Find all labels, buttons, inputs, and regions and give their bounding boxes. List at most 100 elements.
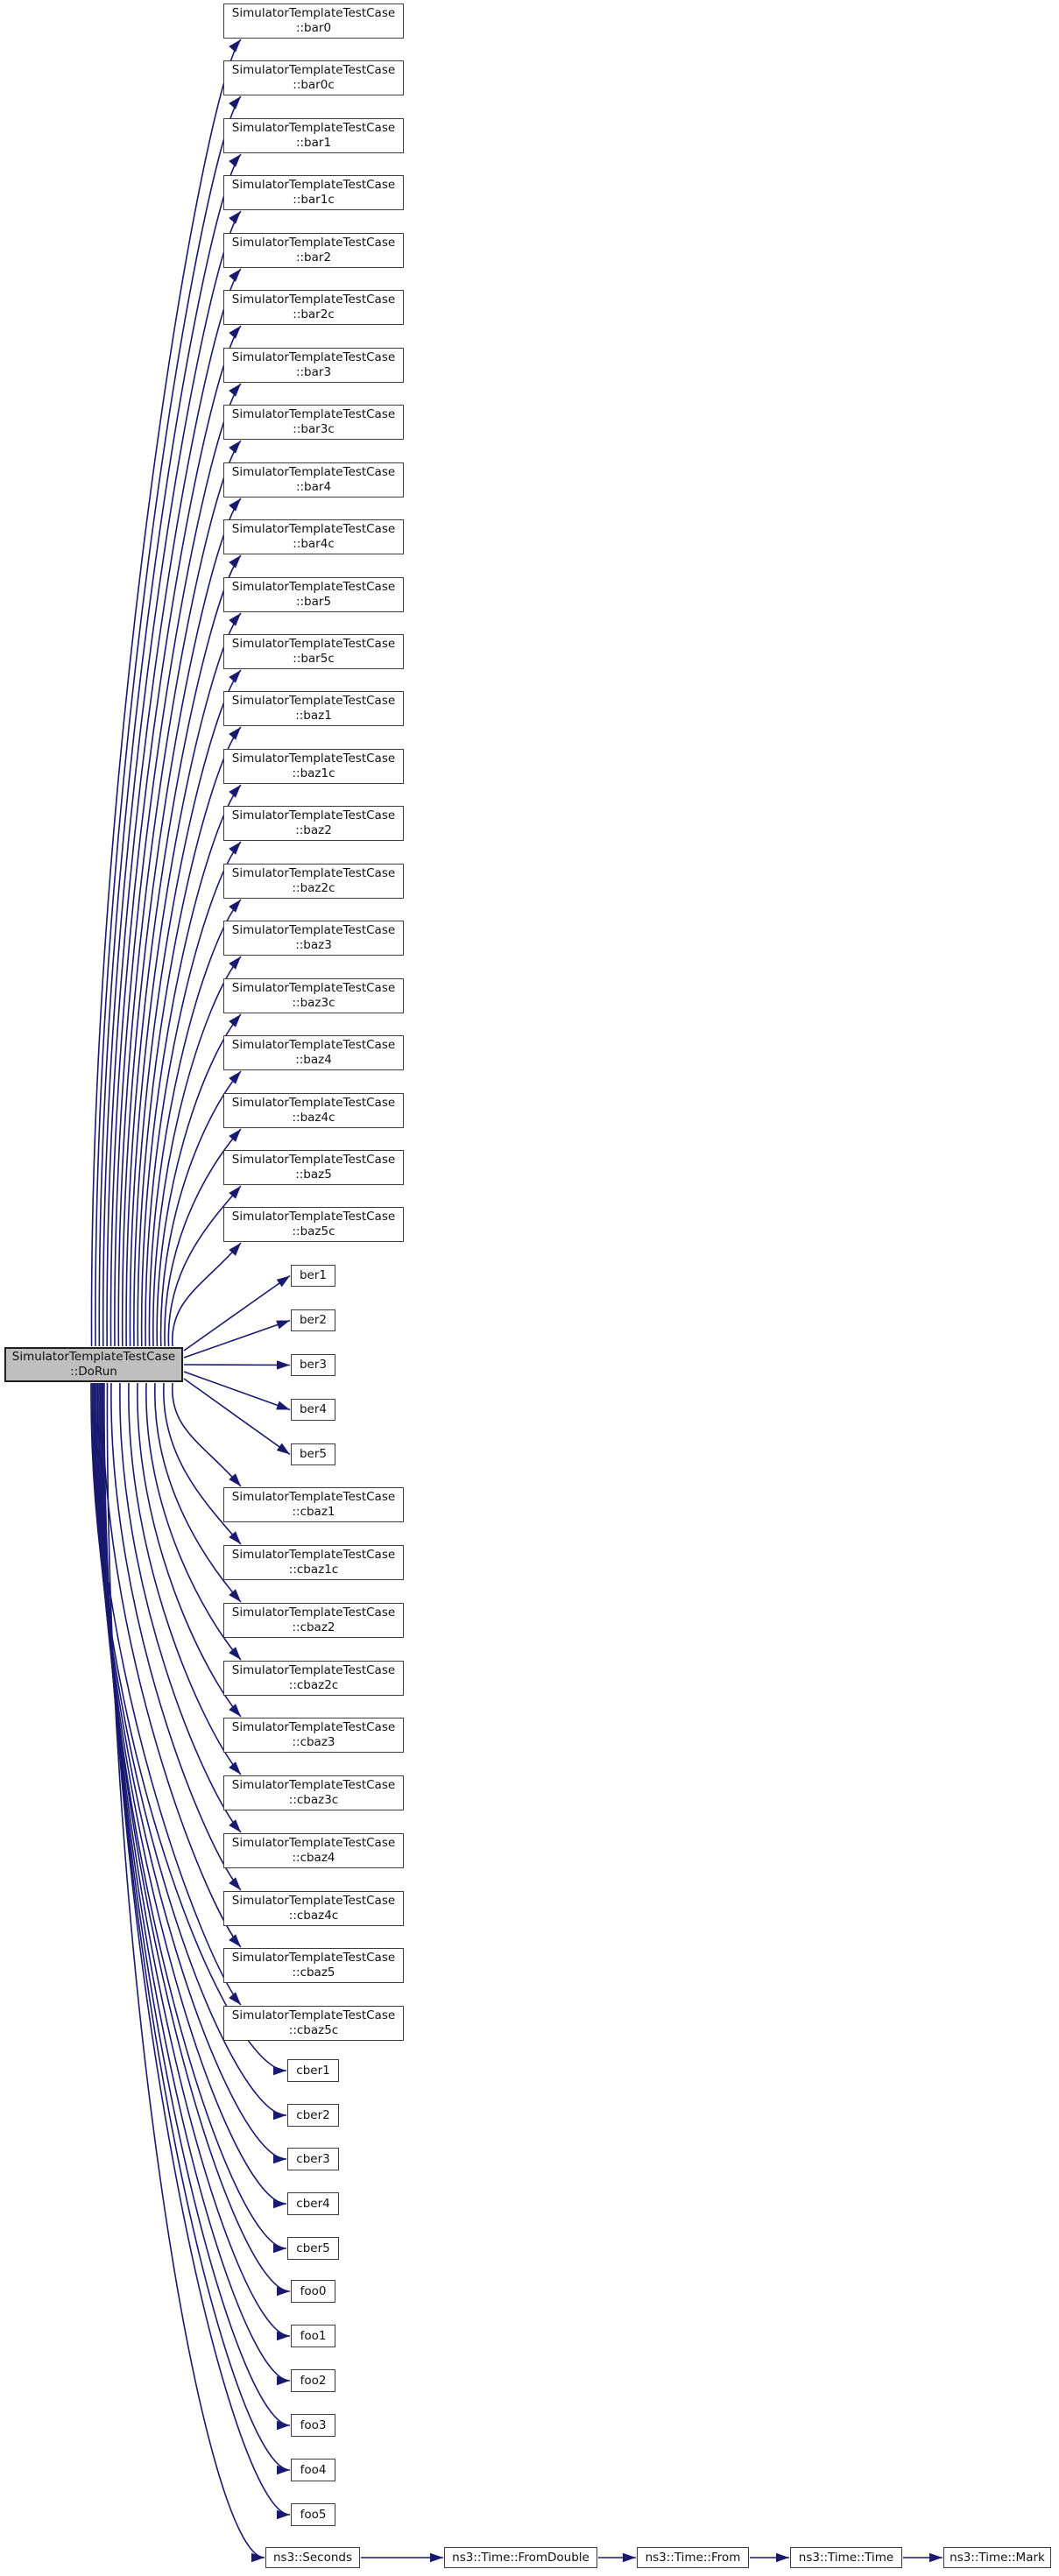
graph-node-ber1[interactable]: ber1 — [291, 1265, 335, 1287]
node-label: SimulatorTemplateTestCase — [231, 1606, 396, 1620]
graph-node-ns3--Time--Time[interactable]: ns3::Time::Time — [790, 2547, 902, 2568]
call-edge — [117, 440, 242, 1347]
graph-node-cbaz5[interactable]: SimulatorTemplateTestCase::cbaz5 — [223, 1948, 404, 1983]
graph-node-cber3[interactable]: cber3 — [287, 2148, 339, 2170]
graph-node-cber2[interactable]: cber2 — [287, 2104, 339, 2127]
graph-node-ns3--Time--FromDouble[interactable]: ns3::Time::FromDouble — [444, 2547, 597, 2568]
graph-node-baz3[interactable]: SimulatorTemplateTestCase::baz3 — [223, 921, 404, 956]
graph-node-ber5[interactable]: ber5 — [291, 1443, 335, 1465]
edge-arrowhead-icon — [277, 2286, 290, 2297]
node-label: ::bar3c — [293, 422, 335, 436]
node-label: SimulatorTemplateTestCase — [231, 121, 396, 135]
graph-node-cbaz1[interactable]: SimulatorTemplateTestCase::cbaz1 — [223, 1487, 404, 1522]
node-label: ::cbaz1 — [292, 1505, 335, 1519]
edge-arrowhead-icon — [276, 1443, 290, 1455]
node-label: ::cbaz4 — [292, 1851, 335, 1865]
node-label: SimulatorTemplateTestCase — [231, 752, 396, 766]
node-label: ::baz1 — [295, 709, 332, 723]
graph-node-cbaz4c[interactable]: SimulatorTemplateTestCase::cbaz4c — [223, 1891, 404, 1926]
node-label: SimulatorTemplateTestCase — [231, 2008, 396, 2022]
edge-arrowhead-icon — [273, 2243, 286, 2254]
node-label: SimulatorTemplateTestCase — [231, 1490, 396, 1504]
graph-node-foo1[interactable]: foo1 — [291, 2325, 335, 2347]
node-label: ::cbaz3 — [292, 1735, 335, 1749]
node-label: ::bar4c — [293, 537, 335, 551]
node-label: SimulatorTemplateTestCase — [231, 407, 396, 421]
node-label: ::bar1 — [295, 136, 332, 150]
graph-node-baz4[interactable]: SimulatorTemplateTestCase::baz4 — [223, 1035, 404, 1070]
node-label: ::baz2c — [292, 881, 335, 895]
call-edge — [109, 325, 242, 1347]
graph-node-foo3[interactable]: foo3 — [291, 2414, 335, 2437]
graph-node-bar4[interactable]: SimulatorTemplateTestCase::bar4 — [223, 462, 404, 498]
graph-node-cbaz4[interactable]: SimulatorTemplateTestCase::cbaz4 — [223, 1833, 404, 1868]
node-label: ::bar0c — [293, 78, 335, 92]
graph-node-cbaz5c[interactable]: SimulatorTemplateTestCase::cbaz5c — [223, 2006, 404, 2041]
edge-arrowhead-icon — [430, 2552, 443, 2563]
graph-node-cbaz1c[interactable]: SimulatorTemplateTestCase::cbaz1c — [223, 1545, 404, 1580]
node-label: SimulatorTemplateTestCase — [231, 293, 396, 307]
graph-node-baz5[interactable]: SimulatorTemplateTestCase::baz5 — [223, 1150, 404, 1185]
edge-arrowhead-icon — [229, 1819, 241, 1832]
graph-node-bar4c[interactable]: SimulatorTemplateTestCase::bar4c — [223, 519, 404, 554]
edge-arrowhead-icon — [229, 613, 241, 626]
graph-node-DoRun[interactable]: SimulatorTemplateTestCase::DoRun — [4, 1347, 183, 1382]
graph-node-ns3--Time--From[interactable]: ns3::Time::From — [637, 2547, 749, 2568]
graph-node-bar1[interactable]: SimulatorTemplateTestCase::bar1 — [223, 118, 404, 153]
graph-node-bar5[interactable]: SimulatorTemplateTestCase::bar5 — [223, 577, 404, 612]
edge-arrowhead-icon — [276, 1275, 290, 1288]
graph-node-bar3[interactable]: SimulatorTemplateTestCase::bar3 — [223, 348, 404, 383]
node-label: ber5 — [299, 1447, 327, 1461]
edge-arrowhead-icon — [277, 2331, 290, 2341]
edge-arrowhead-icon — [229, 384, 241, 397]
graph-node-baz1c[interactable]: SimulatorTemplateTestCase::baz1c — [223, 749, 404, 784]
graph-node-cber5[interactable]: cber5 — [287, 2237, 339, 2260]
graph-node-bar2c[interactable]: SimulatorTemplateTestCase::bar2c — [223, 290, 404, 325]
graph-node-bar3c[interactable]: SimulatorTemplateTestCase::bar3c — [223, 405, 404, 440]
graph-node-cbaz3c[interactable]: SimulatorTemplateTestCase::cbaz3c — [223, 1775, 404, 1810]
graph-node-cbaz2c[interactable]: SimulatorTemplateTestCase::cbaz2c — [223, 1661, 404, 1696]
graph-node-baz4c[interactable]: SimulatorTemplateTestCase::baz4c — [223, 1093, 404, 1128]
call-edge — [98, 153, 242, 1347]
graph-node-foo2[interactable]: foo2 — [291, 2369, 335, 2392]
graph-node-bar0c[interactable]: SimulatorTemplateTestCase::bar0c — [223, 60, 404, 95]
node-label: foo1 — [300, 2328, 327, 2343]
graph-node-baz5c[interactable]: SimulatorTemplateTestCase::baz5c — [223, 1207, 404, 1242]
graph-node-baz2[interactable]: SimulatorTemplateTestCase::baz2 — [223, 806, 404, 841]
edge-arrowhead-icon — [229, 1934, 241, 1947]
graph-node-ns3--Seconds[interactable]: ns3::Seconds — [265, 2547, 360, 2568]
call-edge — [95, 95, 242, 1347]
edge-arrowhead-icon — [229, 1129, 241, 1142]
node-label: SimulatorTemplateTestCase — [231, 1778, 396, 1792]
edge-arrowhead-icon — [276, 1320, 290, 1330]
graph-node-foo0[interactable]: foo0 — [291, 2280, 335, 2303]
graph-node-bar1c[interactable]: SimulatorTemplateTestCase::bar1c — [223, 175, 404, 210]
edge-arrowhead-icon — [229, 498, 241, 512]
graph-node-baz3c[interactable]: SimulatorTemplateTestCase::baz3c — [223, 978, 404, 1013]
graph-node-ber3[interactable]: ber3 — [291, 1354, 335, 1376]
graph-node-baz2c[interactable]: SimulatorTemplateTestCase::baz2c — [223, 864, 404, 899]
graph-node-ns3--Time--Mark[interactable]: ns3::Time::Mark — [943, 2547, 1051, 2568]
edge-arrowhead-icon — [273, 2154, 286, 2164]
graph-node-foo4[interactable]: foo4 — [291, 2459, 335, 2481]
graph-node-cbaz2[interactable]: SimulatorTemplateTestCase::cbaz2 — [223, 1603, 404, 1638]
graph-node-cbaz3[interactable]: SimulatorTemplateTestCase::cbaz3 — [223, 1718, 404, 1753]
graph-node-cber4[interactable]: cber4 — [287, 2192, 339, 2215]
graph-node-bar5c[interactable]: SimulatorTemplateTestCase::bar5c — [223, 634, 404, 669]
graph-node-bar0[interactable]: SimulatorTemplateTestCase::bar0 — [223, 4, 404, 39]
graph-node-cber1[interactable]: cber1 — [287, 2059, 339, 2082]
node-label: ::bar0 — [295, 21, 332, 35]
graph-node-bar2[interactable]: SimulatorTemplateTestCase::bar2 — [223, 233, 404, 268]
graph-node-foo5[interactable]: foo5 — [291, 2503, 335, 2526]
node-label: ::cbaz3c — [288, 1793, 339, 1807]
graph-node-ber4[interactable]: ber4 — [291, 1399, 335, 1421]
call-edge — [183, 1274, 291, 1352]
node-label: ber2 — [299, 1313, 327, 1327]
call-edge — [102, 1382, 242, 1948]
edge-arrowhead-icon — [229, 326, 241, 339]
graph-node-baz1[interactable]: SimulatorTemplateTestCase::baz1 — [223, 691, 404, 726]
node-label: ::bar2c — [293, 307, 335, 321]
call-edge — [183, 1378, 291, 1456]
graph-node-ber2[interactable]: ber2 — [291, 1309, 335, 1331]
